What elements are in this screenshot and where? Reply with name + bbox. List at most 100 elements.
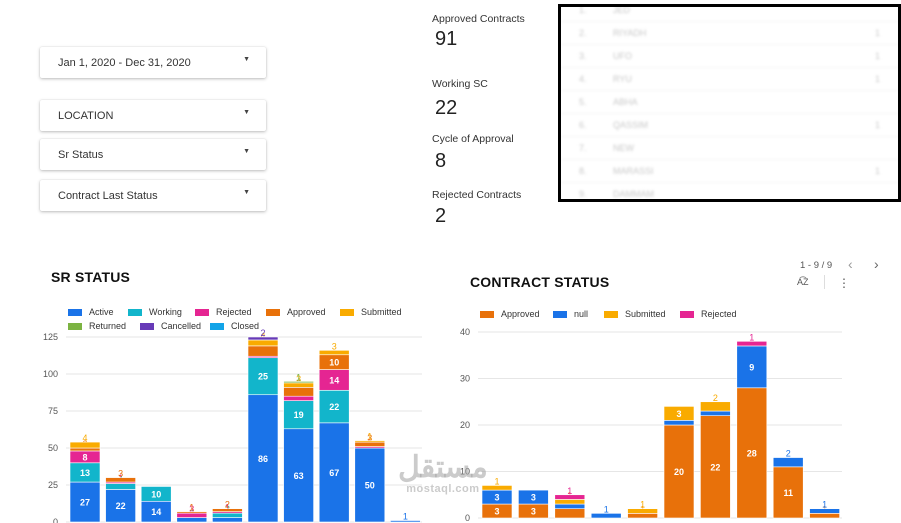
bar-segment	[354, 447, 386, 523]
kpi-approved-contracts-label: Approved Contracts	[432, 13, 525, 25]
bar-segment	[318, 350, 350, 356]
data-label: 9	[749, 362, 754, 372]
data-label: 86	[258, 454, 268, 464]
bar-segment	[518, 489, 549, 505]
bar-segment	[736, 340, 768, 347]
legend-item[interactable]: Cancelled	[140, 321, 201, 331]
legend-item[interactable]: Approved	[266, 307, 326, 317]
bar-segment	[247, 336, 279, 341]
bar-segment	[69, 481, 101, 523]
watermark-latin: mostaql.com	[406, 483, 480, 495]
data-label: 22	[116, 501, 126, 511]
watermark-arabic: مستقل	[398, 451, 488, 484]
y-tick-label: 0	[465, 513, 470, 523]
legend-swatch	[140, 322, 154, 330]
bar-segment	[809, 508, 840, 514]
row-index: 7.	[579, 143, 587, 153]
legend-swatch	[195, 308, 209, 316]
legend-item[interactable]: Returned	[68, 321, 126, 331]
y-tick-label: 25	[48, 480, 58, 490]
table-row[interactable]: 1. JED	[561, 7, 898, 22]
kpi-rejected-contracts-label: Rejected Contracts	[432, 189, 522, 201]
legend-item[interactable]: Approved	[480, 309, 540, 319]
table-row[interactable]: 8. MARASSI 1	[561, 160, 898, 183]
contract-last-status-filter[interactable]: Contract Last Status ▼	[40, 180, 266, 211]
data-label: 22	[710, 462, 720, 472]
date-range-filter[interactable]: Jan 1, 2020 - Dec 31, 2020 ▼	[40, 47, 266, 78]
data-label: 2	[225, 500, 230, 510]
legend-item[interactable]: Rejected	[680, 309, 737, 319]
legend-item[interactable]: Active	[68, 307, 114, 317]
legend-item[interactable]: null	[553, 309, 588, 319]
data-label: 3	[332, 341, 337, 351]
dropdown-arrow-icon: ▼	[243, 148, 250, 155]
kpi-cycle-of-approval-label: Cycle of Approval	[432, 133, 514, 145]
table-row[interactable]: 6. QASSIM 1	[561, 114, 898, 137]
row-name: MARASSI	[613, 166, 654, 176]
data-label: 19	[294, 410, 304, 420]
data-label: 8	[82, 452, 87, 462]
data-label: 28	[747, 448, 757, 458]
data-label: 1	[567, 486, 572, 496]
legend-swatch	[553, 310, 567, 318]
bar-segment	[627, 508, 658, 514]
location-filter[interactable]: LOCATION ▼	[40, 100, 266, 131]
data-label: 10	[151, 489, 161, 499]
data-label: 3	[189, 504, 194, 514]
row-name: RYU	[613, 74, 632, 84]
legend-label: Cancelled	[161, 321, 202, 331]
data-label: 2	[786, 449, 791, 459]
legend-item[interactable]: Submitted	[604, 309, 666, 319]
legend-item[interactable]: Closed	[210, 321, 259, 331]
bar-segment	[318, 422, 350, 523]
watermark-logo: مستقل mostaql.com	[398, 451, 488, 496]
data-label: 2	[260, 328, 265, 338]
data-label: 1	[367, 432, 372, 442]
next-page-icon[interactable]: ›	[874, 256, 879, 272]
table-row[interactable]: 7. NEW	[561, 137, 898, 160]
row-index: 2.	[579, 28, 587, 38]
y-tick-label: 125	[43, 332, 58, 342]
table-row[interactable]: 3. UFO 1	[561, 45, 898, 68]
legend-label: Submitted	[361, 307, 402, 317]
data-label: 3	[531, 493, 536, 503]
data-label: 1	[189, 503, 194, 513]
kpi-cycle-of-approval-value: 8	[435, 150, 447, 172]
data-label: 1	[822, 500, 827, 510]
bar-segment	[354, 440, 386, 443]
data-label: 4	[82, 433, 87, 443]
legend-label: Returned	[89, 321, 127, 331]
sr-status-filter[interactable]: Sr Status ▼	[40, 139, 266, 170]
sr-status-chart-title: SR STATUS	[51, 269, 131, 285]
legend-label: Approved	[287, 307, 326, 317]
bar-segment	[212, 508, 243, 512]
row-index: 9.	[579, 189, 587, 199]
bar-segment	[481, 485, 513, 491]
legend-swatch	[210, 322, 224, 330]
table-row[interactable]: 9. DAMMAM	[561, 183, 898, 199]
row-index: 5.	[579, 97, 587, 107]
table-row[interactable]: 4. RYU 1	[561, 68, 898, 91]
row-name: DAMMAM	[613, 189, 654, 199]
legend-item[interactable]: Rejected	[195, 307, 252, 317]
row-name: RIYADH	[613, 28, 647, 38]
divider	[824, 275, 825, 289]
table-row[interactable]: 2. RIYADH 1	[561, 22, 898, 45]
table-row[interactable]: 5. ABHA	[561, 91, 898, 114]
row-value: 1	[874, 28, 880, 38]
row-value: 1	[874, 74, 880, 84]
bar-segment	[590, 513, 622, 519]
legend-item[interactable]: Working	[128, 307, 182, 317]
previous-page-icon[interactable]: ‹	[848, 256, 853, 272]
row-name: QASSIM	[613, 120, 649, 130]
bar-segment	[247, 357, 279, 396]
more-options-icon[interactable]: ⋮	[838, 276, 850, 290]
legend-swatch	[68, 308, 82, 316]
data-label: 27	[80, 498, 90, 508]
legend-item[interactable]: Submitted	[340, 307, 402, 317]
sort-icon[interactable]: A͡Z	[797, 277, 809, 287]
legend-label: Rejected	[701, 309, 737, 319]
data-label: 3	[676, 409, 681, 419]
data-label: 4	[260, 331, 265, 341]
